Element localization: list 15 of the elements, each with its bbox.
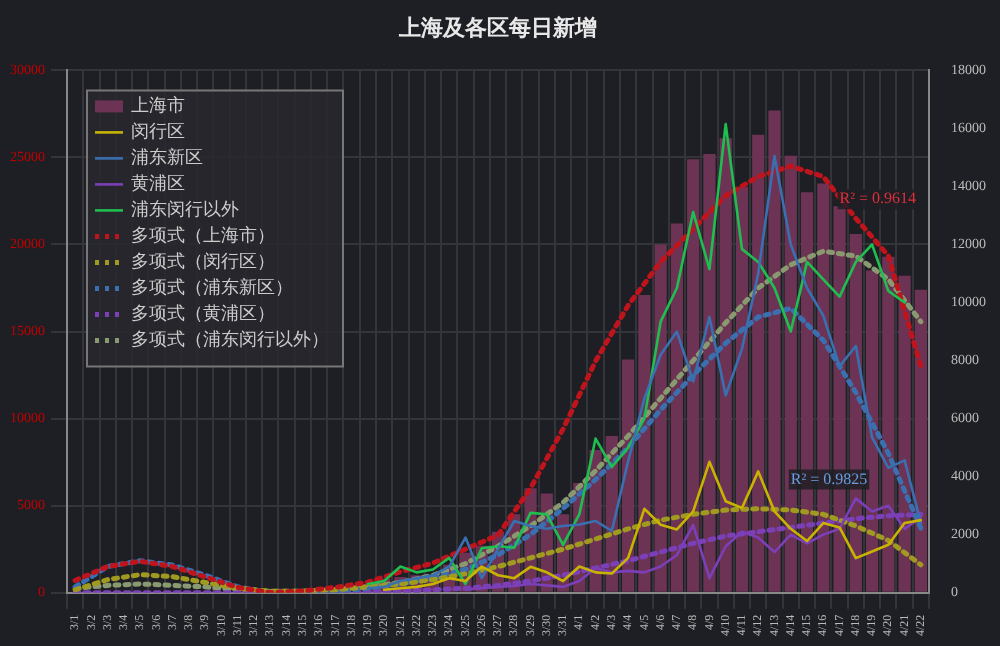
legend-label: 多项式（浦东闵行以外）: [131, 329, 329, 350]
bar: [768, 110, 781, 592]
legend-label: 多项式（闵行区）: [131, 251, 275, 272]
legend-label: 多项式（上海市）: [131, 225, 275, 246]
chart-title: 上海及各区每日新增: [397, 14, 597, 41]
line-series: [72, 163, 924, 593]
annotation: R² = 0.9825: [790, 469, 868, 488]
legend-label: 浦东闵行以外: [131, 199, 239, 220]
legend-label: 多项式（黄浦区）: [131, 303, 275, 324]
legend-label: 闵行区: [131, 121, 185, 142]
legend-label: 浦东新区: [131, 147, 203, 168]
annotation: R² = 0.9614: [839, 189, 917, 208]
legend-label: 黄浦区: [131, 173, 185, 194]
legend-label: 上海市: [131, 95, 185, 116]
legend-label: 多项式（浦东新区）: [131, 277, 293, 298]
